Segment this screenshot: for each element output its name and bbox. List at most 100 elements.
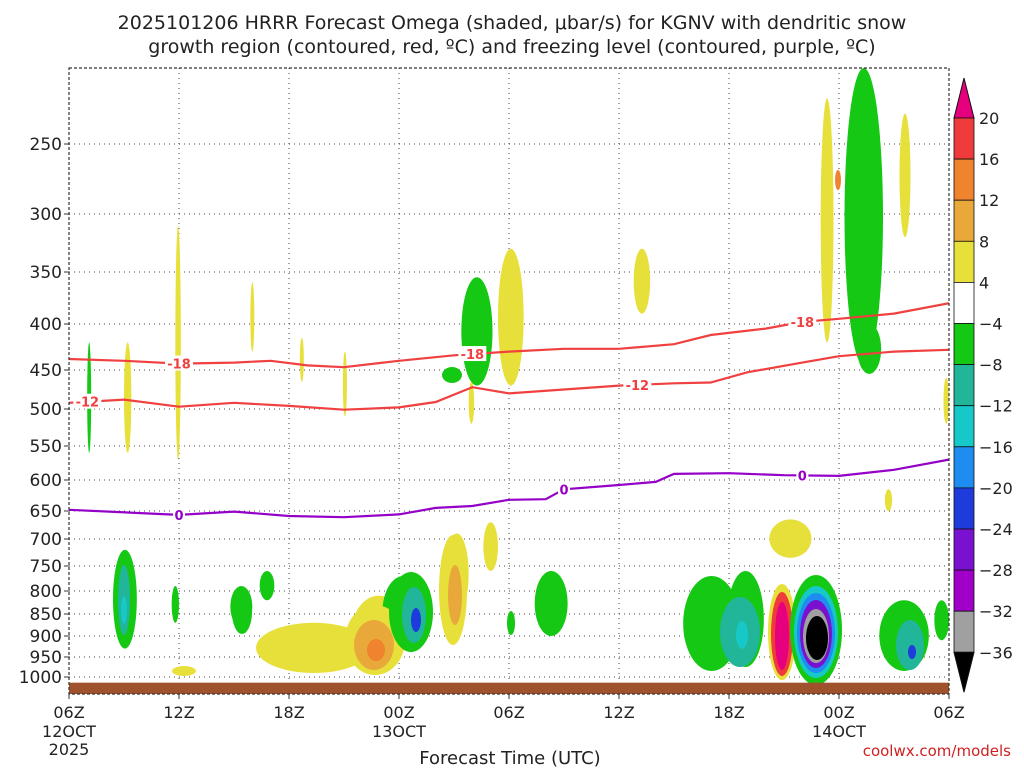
- contour-label-background: [73, 393, 102, 409]
- omega-cell-core: [448, 565, 462, 625]
- terrain: [69, 682, 949, 694]
- omega-cell-core: [736, 621, 748, 649]
- colorbar-band: [953, 117, 975, 160]
- y-tick-label: 600: [30, 471, 62, 491]
- omega-shaded-region: [820, 98, 834, 343]
- colorbar-band: [953, 281, 975, 324]
- contour-label: -18: [167, 358, 191, 373]
- omega-cell: [507, 611, 515, 635]
- omega-shaded-region: [250, 282, 255, 352]
- y-tick-label: 500: [30, 400, 62, 420]
- colorbar-label: −32: [979, 602, 1013, 621]
- contour-label: -18: [461, 348, 485, 363]
- contour-label: -18: [791, 316, 815, 331]
- contour-label: -12: [76, 396, 100, 411]
- omega-shaded-region: [342, 351, 347, 417]
- y-axis: 250 300 350 400 450 500 550 600 650 700 750 800 850 9…: [19, 135, 69, 688]
- omega-shaded-region: [171, 586, 179, 623]
- y-tick-label: 800: [30, 582, 62, 602]
- colorbar-label: 4: [979, 273, 989, 292]
- omega-shaded-region: [256, 622, 372, 674]
- y-tick-label: 700: [30, 530, 62, 550]
- omega-shaded-region: [769, 519, 812, 558]
- colorbar-band: [953, 528, 975, 571]
- omega-shaded-region: [461, 277, 493, 386]
- terrain-fill: [69, 682, 949, 694]
- omega-cell-core: [367, 639, 385, 661]
- omega-cell-core: [411, 608, 421, 632]
- colorbar-top-arrow: [953, 77, 975, 119]
- y-tick-label: 350: [30, 263, 62, 283]
- omega-shaded-region: [259, 571, 275, 601]
- colorbar-band: [953, 364, 975, 407]
- y-tick-label: 450: [30, 361, 62, 381]
- y-tick-label: 300: [30, 205, 62, 225]
- colorbar-label: 20: [979, 109, 999, 128]
- omega-cell: [172, 666, 196, 676]
- omega-shaded-region: [943, 377, 949, 424]
- chart-title-line-2: growth region (contoured, red, ºC) and f…: [148, 36, 875, 58]
- contour-label: -12: [626, 379, 650, 394]
- y-tick-label: 750: [30, 557, 62, 577]
- colorbar-band: [953, 487, 975, 530]
- x-tick-label: 00Z: [383, 703, 414, 722]
- omega-shaded-region: [633, 248, 651, 314]
- x-axis: 06Z 12Z 18Z 00Z 06Z 12Z 18Z 00Z 06Z12OCT202513OC…: [42, 694, 965, 759]
- omega-shaded-region: [498, 248, 524, 386]
- colorbar-band: [953, 405, 975, 448]
- omega-cell-core: [442, 367, 462, 383]
- omega-shaded-region: [934, 600, 949, 641]
- y-tick-label: 650: [30, 502, 62, 522]
- x-date-label: 13OCT: [372, 722, 426, 741]
- omega-shaded-region: [857, 324, 882, 374]
- x-date-label: 12OCT: [42, 722, 96, 741]
- omega-shaded-region: [483, 522, 498, 571]
- y-tick-label: 250: [30, 135, 62, 155]
- x-tick-label: 12Z: [603, 703, 634, 722]
- omega-shaded-region: [124, 342, 132, 453]
- y-tick-label: 550: [30, 437, 62, 457]
- x-tick-label: 06Z: [493, 703, 524, 722]
- omega-cell-core: [121, 596, 127, 624]
- colorbar-label: −36: [979, 643, 1013, 662]
- colorbar-label: −8: [979, 356, 1003, 375]
- contour-line: [69, 458, 949, 519]
- colorbar-band: [953, 323, 975, 365]
- colorbar: 20 16 12 8 4 −4 −8 −12 −16 −20 −24 −28 −32 −36: [953, 77, 1013, 693]
- contour-label-background: [558, 481, 570, 497]
- x-tick-label: 06Z: [933, 703, 964, 722]
- convective-cells: [118, 170, 924, 685]
- omega-cell-core: [896, 620, 924, 670]
- contour-label-background: [173, 506, 185, 522]
- omega-cell-core: [835, 170, 841, 190]
- credit-text: coolwx.com/models: [863, 742, 1011, 760]
- contour-label-background: [796, 467, 809, 483]
- omega-shaded-region: [844, 68, 883, 366]
- y-tick-label: 400: [30, 315, 62, 335]
- colorbar-band: [953, 610, 975, 653]
- contour-label: 0: [174, 509, 183, 524]
- omega-cell: [232, 590, 252, 634]
- colorbar-label: 12: [979, 191, 999, 210]
- contour-label-background: [165, 355, 193, 371]
- temperature-contours: -18 -18 -18 -12 -12 0 0 0: [69, 302, 949, 524]
- colorbar-label: −24: [979, 520, 1013, 539]
- y-tick-label: 850: [30, 605, 62, 625]
- contour-label-background: [458, 346, 487, 362]
- x-tick-label: 12Z: [163, 703, 194, 722]
- colorbar-band: [953, 569, 975, 612]
- colorbar-label: −16: [979, 438, 1013, 457]
- x-date-label: 14OCT: [812, 722, 866, 741]
- y-tick-label: 950: [30, 648, 62, 668]
- colorbar-bottom-arrow: [953, 651, 975, 693]
- x-date-label: 2025: [49, 740, 90, 759]
- contour-label: 0: [798, 469, 807, 484]
- colorbar-band: [953, 240, 975, 283]
- x-tick-label: 06Z: [53, 703, 84, 722]
- colorbar-label: −12: [979, 397, 1013, 416]
- colorbar-label: −28: [979, 561, 1013, 580]
- omega-shaded-region: [468, 381, 475, 424]
- x-axis-label: Forecast Time (UTC): [419, 748, 600, 768]
- contour-line: [69, 348, 949, 411]
